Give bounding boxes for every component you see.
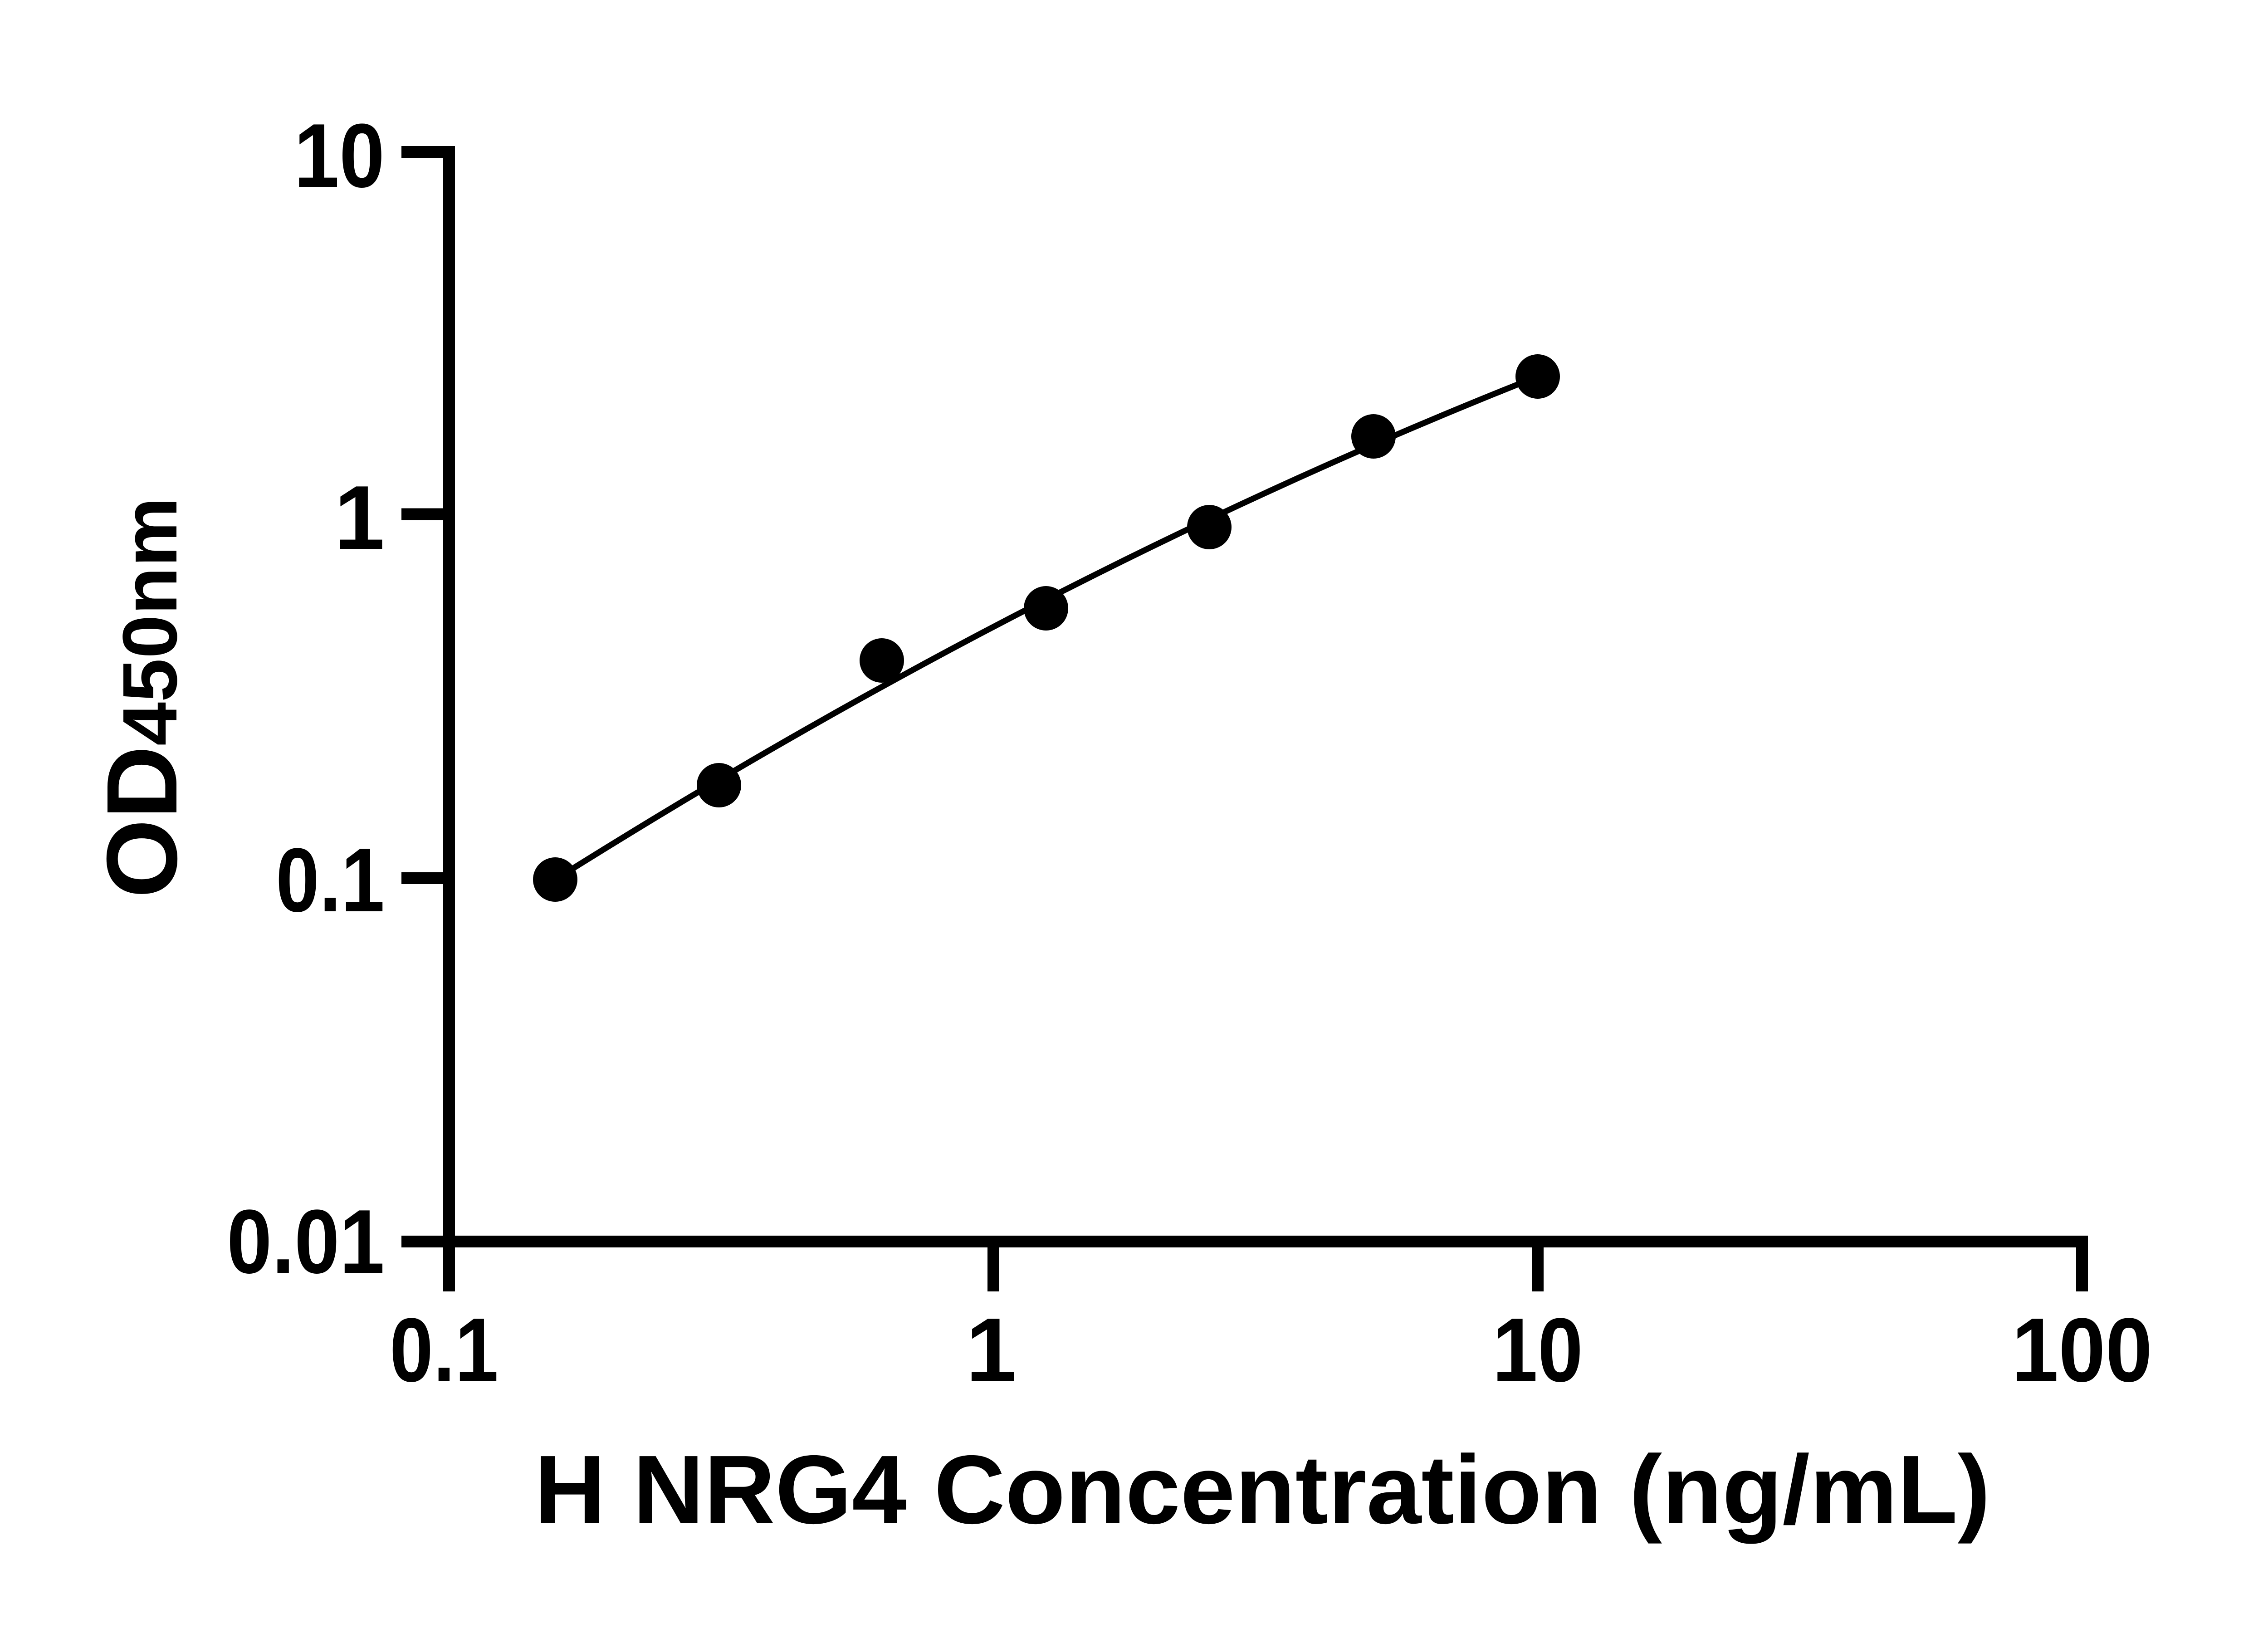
svg-text:10: 10 bbox=[294, 105, 385, 206]
svg-text:10: 10 bbox=[1492, 1300, 1583, 1401]
svg-text:0.1: 0.1 bbox=[390, 1300, 499, 1401]
svg-text:H NRG4 Concentration (ng/mL): H NRG4 Concentration (ng/mL) bbox=[534, 1435, 1990, 1544]
svg-text:0.1: 0.1 bbox=[276, 830, 385, 931]
svg-text:1: 1 bbox=[334, 467, 385, 568]
svg-text:450nm: 450nm bbox=[107, 497, 193, 746]
svg-text:1: 1 bbox=[966, 1300, 1016, 1401]
svg-text:100: 100 bbox=[2012, 1300, 2152, 1401]
svg-text:OD: OD bbox=[86, 746, 198, 898]
svg-text:0.01: 0.01 bbox=[227, 1191, 385, 1292]
